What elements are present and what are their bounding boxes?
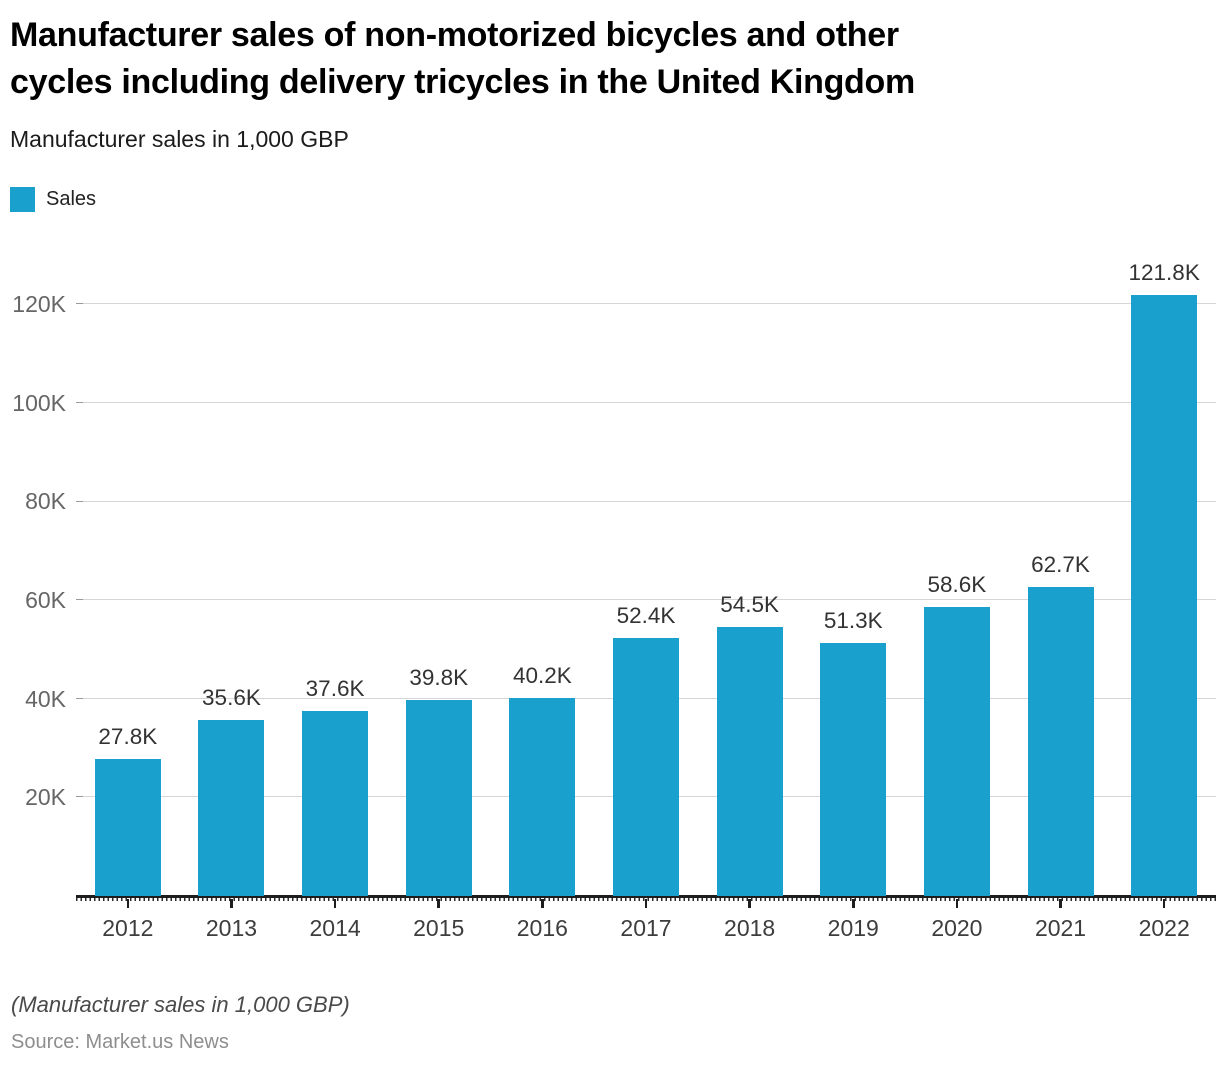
x-axis-tick: [541, 899, 544, 908]
bar-2019[interactable]: [820, 643, 887, 896]
bar-2014[interactable]: [302, 710, 369, 896]
x-axis-tick: [1059, 899, 1062, 908]
gridline: [76, 500, 1216, 502]
bar-chart: 27.8K 2012 35.6K 2013 37.6K 2014 39.8K 2015 40.2…: [0, 230, 1220, 960]
x-axis-tick: [437, 899, 440, 908]
source-text: Source: Market.us News: [11, 1031, 229, 1053]
x-axis-tick: [644, 899, 648, 908]
bar-2016[interactable]: [509, 697, 576, 896]
x-axis-label-2016: 2016: [516, 915, 568, 941]
chart-footnote: (Manufacturer sales in 1,000 GBP): [11, 992, 350, 1017]
x-axis-tick: [748, 899, 751, 908]
y-axis-tick: [76, 303, 83, 305]
y-axis-tick: [76, 500, 83, 502]
bar-2021[interactable]: [1027, 586, 1094, 896]
legend-swatch-icon: [10, 187, 35, 212]
x-axis-label-2020: 2020: [931, 915, 983, 941]
y-axis-label: 100K: [12, 389, 66, 416]
bar-value-label: 58.6K: [927, 572, 987, 598]
x-axis-label-2021: 2021: [1034, 915, 1087, 941]
bar-value-label: 40.2K: [512, 662, 572, 688]
bar-value-label: 54.5K: [720, 592, 780, 618]
chart-subtitle: Manufacturer sales in 1,000 GBP: [10, 125, 349, 152]
x-axis-label-2018: 2018: [724, 915, 776, 941]
x-axis-label-2012: 2012: [102, 915, 154, 941]
y-axis-label: 120K: [12, 291, 66, 318]
bar-2012[interactable]: [94, 758, 161, 896]
bar-value-label: 39.8K: [409, 664, 469, 690]
gridline: [76, 599, 1216, 601]
bar-value-label: 51.3K: [823, 608, 883, 634]
bar-value-label: 52.4K: [616, 602, 676, 628]
y-axis-tick: [76, 796, 83, 798]
x-axis-label-2014: 2014: [309, 915, 361, 941]
bar-2018[interactable]: [716, 627, 783, 896]
y-axis-tick: [76, 401, 83, 403]
bar-value-label: 27.8K: [98, 723, 158, 749]
x-axis-label-2019: 2019: [827, 915, 879, 941]
bar-value-label: 35.6K: [202, 685, 261, 711]
x-axis-line: [76, 895, 1216, 898]
y-axis-tick: [76, 697, 83, 699]
bar-value-label: 121.8K: [1128, 260, 1200, 286]
x-axis-tick: [230, 899, 233, 908]
y-axis-label: 20K: [25, 784, 66, 811]
x-axis-tick: [852, 899, 855, 908]
legend-label: Sales: [46, 188, 97, 210]
x-axis-label-2013: 2013: [205, 915, 258, 941]
gridline: [76, 303, 1216, 305]
y-axis-label: 60K: [25, 587, 66, 614]
bar-2015[interactable]: [405, 699, 472, 896]
gridline: [76, 401, 1216, 403]
y-axis-label: 80K: [25, 488, 66, 515]
bar-value-label: 37.6K: [305, 675, 365, 701]
y-axis-tick: [76, 599, 83, 601]
x-axis-tick: [1162, 899, 1166, 908]
page-title-line-1: Manufacturer sales of non-motorized bicy…: [10, 16, 899, 54]
x-axis-label-2017: 2017: [620, 915, 672, 941]
bar-2013[interactable]: [198, 720, 265, 896]
page-title-line-2: cycles including delivery tricycles in t…: [10, 62, 915, 101]
x-axis-tick: [126, 899, 130, 908]
y-axis-label: 40K: [25, 685, 66, 712]
plot-area: 27.8K 2012 35.6K 2013 37.6K 2014 39.8K 2015 40.2…: [76, 250, 1216, 941]
x-axis-tick: [333, 899, 337, 908]
x-axis-label-2015: 2015: [413, 915, 465, 941]
bar-2017[interactable]: [613, 637, 679, 896]
x-axis-label-2022: 2022: [1138, 915, 1190, 941]
page-title: Manufacturer sales of non-motorized bicy…: [0, 0, 1220, 106]
bar-2022[interactable]: [1131, 295, 1198, 896]
x-axis-tick: [955, 899, 959, 908]
bar-value-label: 62.7K: [1031, 551, 1090, 577]
legend-item-sales[interactable]: Sales: [10, 187, 96, 212]
bar-2020[interactable]: [923, 607, 990, 896]
